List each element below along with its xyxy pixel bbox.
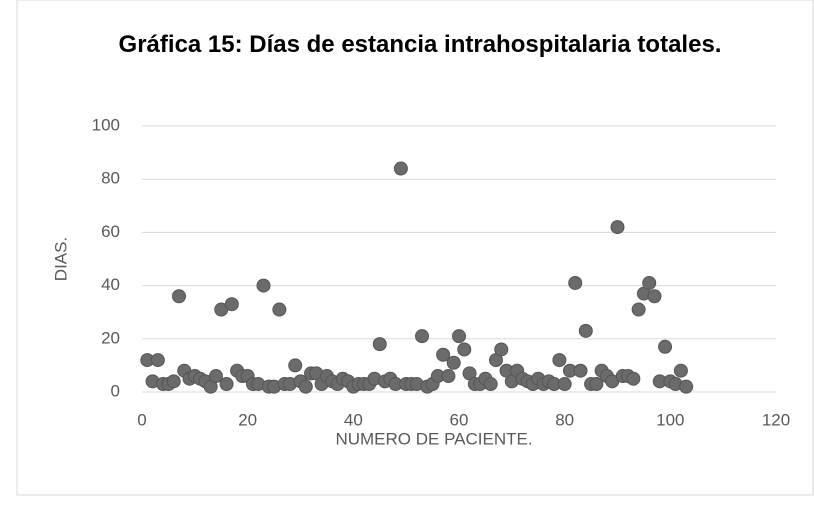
x-tick-label: 100 bbox=[656, 410, 684, 429]
point bbox=[436, 347, 451, 362]
y-tick-label: 60 bbox=[101, 222, 120, 241]
y-tick-label: 40 bbox=[101, 275, 120, 294]
chart-border bbox=[16, 0, 814, 496]
point bbox=[166, 374, 181, 389]
y-tick-label: 100 bbox=[92, 115, 120, 134]
point bbox=[610, 220, 625, 235]
x-tick-label: 80 bbox=[555, 410, 574, 429]
point bbox=[452, 329, 466, 344]
y-tick-label: 80 bbox=[101, 169, 120, 188]
point bbox=[372, 337, 387, 352]
y-tick-label: 20 bbox=[101, 328, 120, 347]
point bbox=[219, 377, 234, 392]
point bbox=[573, 363, 588, 378]
point bbox=[589, 377, 604, 392]
point bbox=[256, 278, 271, 293]
point bbox=[552, 353, 567, 368]
point bbox=[415, 329, 430, 344]
point bbox=[642, 275, 657, 290]
point bbox=[494, 342, 509, 357]
point bbox=[171, 289, 186, 304]
point bbox=[150, 353, 165, 368]
point bbox=[441, 369, 456, 384]
point bbox=[568, 275, 583, 290]
point bbox=[224, 297, 239, 312]
x-tick-label: 20 bbox=[238, 410, 257, 429]
point bbox=[446, 355, 461, 370]
chart-title: Gráfica 15: Días de estancia intrahospit… bbox=[118, 31, 722, 58]
point bbox=[673, 363, 688, 378]
x-axis-label: NUMERO DE PACIENTE. bbox=[335, 429, 532, 448]
point bbox=[658, 339, 673, 354]
y-axis-label: DIAS. bbox=[51, 237, 70, 281]
point bbox=[647, 289, 662, 304]
y-tick-label: 0 bbox=[111, 381, 120, 400]
point bbox=[631, 302, 646, 317]
x-tick-label: 0 bbox=[137, 410, 146, 429]
point bbox=[626, 371, 641, 386]
point bbox=[298, 379, 313, 394]
point bbox=[483, 377, 498, 392]
x-tick-label: 60 bbox=[450, 410, 469, 429]
point bbox=[272, 302, 287, 317]
x-tick-label: 40 bbox=[344, 410, 363, 429]
point bbox=[679, 379, 694, 394]
point bbox=[578, 323, 593, 338]
point bbox=[557, 377, 572, 392]
point bbox=[393, 161, 408, 176]
point bbox=[457, 342, 472, 357]
x-tick-label: 120 bbox=[762, 410, 790, 429]
point bbox=[208, 369, 223, 384]
point bbox=[288, 358, 303, 373]
